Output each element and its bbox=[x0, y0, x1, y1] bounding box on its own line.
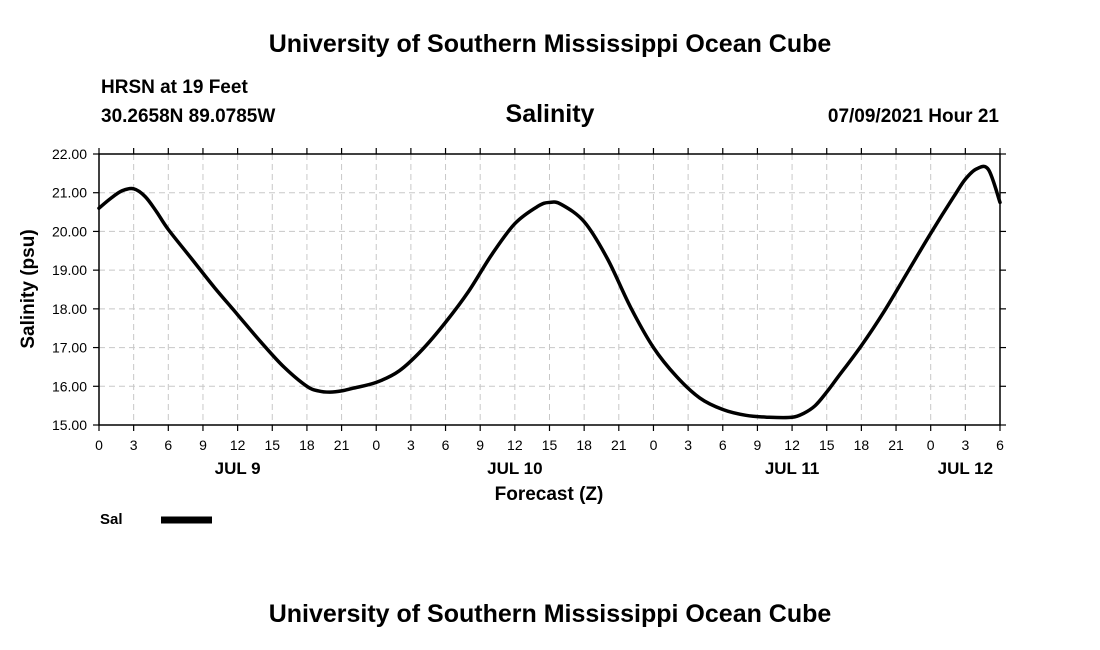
y-tick-label: 22.00 bbox=[52, 146, 87, 162]
x-tick-label: 21 bbox=[334, 437, 350, 453]
x-tick-label: 0 bbox=[650, 437, 658, 453]
x-tick-label: 9 bbox=[199, 437, 207, 453]
x-tick-label: 15 bbox=[819, 437, 835, 453]
x-axis-tick-labels: 0 3 6 9 12 15 18 21 0 3 6 9 12 15 18 21 0 3 6 9 12 15 18 21 0 3 6 bbox=[95, 437, 1004, 453]
x-tick-label: 15 bbox=[264, 437, 280, 453]
chart-title: Salinity bbox=[505, 100, 595, 128]
y-axis-title: Salinity (psu) bbox=[18, 229, 39, 348]
y-tick-label: 18.00 bbox=[52, 301, 87, 317]
salinity-series-line bbox=[97, 164, 1002, 420]
legend-label-sal: Sal bbox=[100, 511, 123, 528]
x-tick-label: 9 bbox=[754, 437, 762, 453]
x-tick-label: 18 bbox=[576, 437, 592, 453]
station-name: HRSN at 19 Feet bbox=[101, 77, 248, 98]
x-tick-label: 3 bbox=[407, 437, 415, 453]
x-tick-label: 15 bbox=[542, 437, 558, 453]
x-tick-label: 21 bbox=[888, 437, 904, 453]
y-tick-label: 20.00 bbox=[52, 223, 87, 239]
x-day-label: JUL 12 bbox=[938, 459, 993, 478]
y-tick-label: 17.00 bbox=[52, 340, 87, 356]
x-tick-label: 21 bbox=[611, 437, 627, 453]
x-day-label: JUL 10 bbox=[487, 459, 542, 478]
x-tick-label: 6 bbox=[164, 437, 172, 453]
x-tick-label: 9 bbox=[476, 437, 484, 453]
forecast-run-time: 07/09/2021 Hour 21 bbox=[827, 106, 999, 127]
y-axis-tick-labels: 15.00 16.00 17.00 18.00 19.00 20.00 21.00 22.00 bbox=[52, 146, 87, 433]
grid bbox=[99, 154, 1000, 425]
x-tick-label: 18 bbox=[854, 437, 870, 453]
x-axis-day-labels: JUL 9 JUL 10 JUL 11 JUL 12 bbox=[215, 459, 993, 478]
x-day-label: JUL 9 bbox=[215, 459, 261, 478]
x-day-label: JUL 11 bbox=[765, 459, 820, 478]
x-tick-label: 12 bbox=[230, 437, 246, 453]
x-tick-label: 0 bbox=[95, 437, 103, 453]
x-tick-label: 3 bbox=[684, 437, 692, 453]
chart-footer-title: University of Southern Mississippi Ocean… bbox=[268, 600, 832, 628]
x-tick-label: 0 bbox=[927, 437, 935, 453]
y-tick-label: 19.00 bbox=[52, 262, 87, 278]
x-tick-label: 12 bbox=[507, 437, 523, 453]
station-coordinates: 30.2658N 89.0785W bbox=[101, 106, 276, 127]
x-tick-label: 18 bbox=[299, 437, 315, 453]
x-tick-label: 12 bbox=[784, 437, 800, 453]
axis-ticks bbox=[93, 148, 1006, 431]
x-tick-label: 6 bbox=[719, 437, 727, 453]
y-tick-label: 16.00 bbox=[52, 378, 87, 394]
chart-header-title: University of Southern Mississippi Ocean… bbox=[268, 30, 832, 58]
x-tick-label: 3 bbox=[961, 437, 969, 453]
x-tick-label: 6 bbox=[442, 437, 450, 453]
x-axis-title: Forecast (Z) bbox=[495, 484, 604, 505]
y-tick-label: 21.00 bbox=[52, 185, 87, 201]
y-tick-label: 15.00 bbox=[52, 417, 87, 433]
x-tick-label: 3 bbox=[130, 437, 138, 453]
x-tick-label: 6 bbox=[996, 437, 1004, 453]
x-tick-label: 0 bbox=[372, 437, 380, 453]
